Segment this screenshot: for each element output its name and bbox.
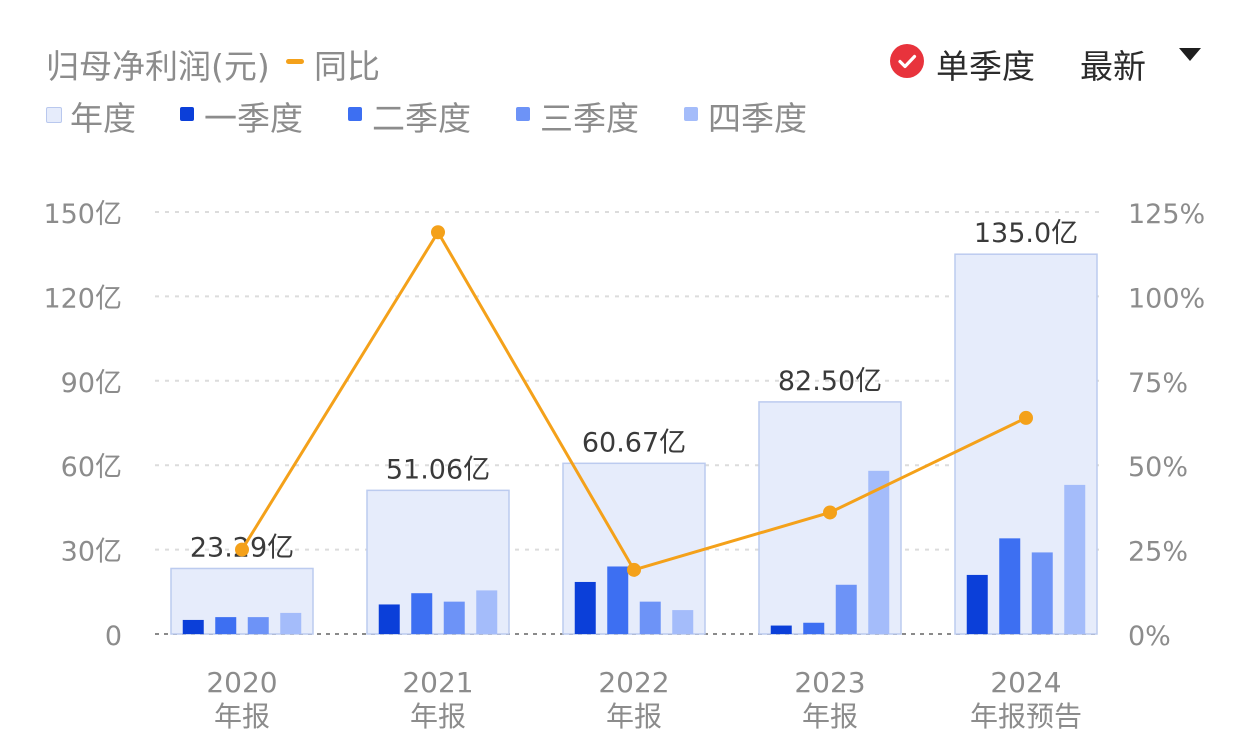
y-right-tick-label: 0% <box>1128 621 1171 652</box>
quarter-bar-q1 <box>378 604 400 634</box>
quarter-bar-q1 <box>574 581 596 634</box>
quarter-bar-q3 <box>639 601 661 634</box>
annual-value-label: 51.06亿 <box>386 454 490 485</box>
quarter-bar-q4 <box>1064 484 1086 634</box>
legend-label: 二季度 <box>372 99 471 138</box>
yoy-point <box>431 225 445 240</box>
legend-label: 四季度 <box>708 99 807 138</box>
quarter-bar-q4 <box>280 612 302 634</box>
yoy-point <box>823 505 837 520</box>
legend-swatch <box>180 107 194 121</box>
legend-swatch <box>516 107 530 121</box>
x-tick-label-year: 2024 <box>990 666 1061 699</box>
yoy-legend: 同比 <box>286 40 380 88</box>
y-left-tick-label: 90亿 <box>61 368 122 399</box>
yoy-legend-label: 同比 <box>314 47 380 86</box>
quarter-bar-q1 <box>966 574 988 634</box>
quarter-bar-q3 <box>835 584 857 634</box>
quarter-bar-q4 <box>476 590 498 634</box>
x-tick-label-year: 2020 <box>206 666 277 699</box>
y-left-tick-label: 30亿 <box>61 537 122 568</box>
caret-down-icon[interactable] <box>1178 47 1202 63</box>
legend-swatch <box>684 107 698 121</box>
legend-label: 一季度 <box>204 99 303 138</box>
x-tick-label-sub: 年报 <box>802 700 858 733</box>
legend-swatch <box>46 107 62 123</box>
y-left-tick-label: 60亿 <box>61 452 122 483</box>
yoy-point <box>1019 410 1033 425</box>
quarter-bar-q3 <box>247 617 269 634</box>
legend-label: 年度 <box>70 99 136 138</box>
annual-value-label: 135.0亿 <box>974 218 1078 249</box>
legend-label: 三季度 <box>540 99 639 138</box>
x-tick-label-year: 2023 <box>794 666 865 699</box>
quarter-bar-q2 <box>411 593 433 634</box>
quarter-bar-q3 <box>443 601 465 634</box>
check-circle-icon[interactable] <box>890 44 924 78</box>
y-right-tick-label: 100% <box>1128 283 1205 314</box>
annual-value-label: 82.50亿 <box>778 366 882 397</box>
yoy-line-swatch <box>286 59 304 64</box>
x-tick-label-sub: 年报 <box>410 700 466 733</box>
quarter-bar-q4 <box>868 470 890 634</box>
yoy-point <box>627 562 641 577</box>
quarter-bar-q2 <box>215 617 237 634</box>
quarter-bar-q2 <box>607 566 629 634</box>
y-left-tick-label: 120亿 <box>43 283 122 314</box>
chart-title: 归母净利润(元) <box>46 47 270 86</box>
quarter-bar-q3 <box>1031 552 1053 634</box>
quarter-bar-q2 <box>999 538 1021 634</box>
y-right-tick-label: 50% <box>1128 452 1188 483</box>
latest-dropdown[interactable]: 最新 <box>1080 47 1146 86</box>
x-tick-label-sub: 年报预告 <box>970 700 1082 733</box>
y-left-tick-label: 0 <box>105 621 122 652</box>
quarter-bar-q4 <box>672 610 694 634</box>
annual-value-label: 60.67亿 <box>582 427 686 458</box>
quarter-bar-q1 <box>182 619 204 634</box>
y-left-tick-label: 150亿 <box>43 199 122 230</box>
yoy-point <box>235 542 249 557</box>
y-right-tick-label: 125% <box>1128 199 1205 230</box>
x-tick-label-sub: 年报 <box>214 700 270 733</box>
quarterly-toggle-label[interactable]: 单季度 <box>936 47 1035 86</box>
y-right-tick-label: 75% <box>1128 368 1188 399</box>
quarter-bar-q2 <box>803 622 825 634</box>
legend-swatch <box>348 107 362 121</box>
y-right-tick-label: 25% <box>1128 537 1188 568</box>
x-tick-label-year: 2022 <box>598 666 669 699</box>
x-tick-label-year: 2021 <box>402 666 473 699</box>
quarter-bar-q1 <box>770 625 792 634</box>
x-tick-label-sub: 年报 <box>606 700 662 733</box>
